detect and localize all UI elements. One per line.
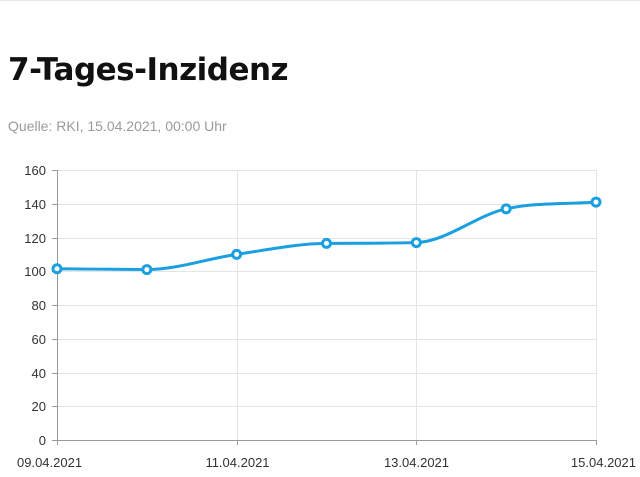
y-tick-label: 100 (24, 264, 46, 279)
y-tick-label: 120 (24, 231, 46, 246)
axes: 0 20 40 60 80 100 120 140 160 09.04.2021 11.04.202… (17, 163, 636, 470)
data-point[interactable] (590, 196, 602, 208)
x-tick-label: 13.04.2021 (384, 455, 449, 470)
chart-source-note: Quelle: RKI, 15.04.2021, 00:00 Uhr (8, 118, 227, 134)
chart-title: 7-Tages-Inzidenz (8, 52, 289, 88)
y-tick-label: 0 (39, 433, 46, 448)
grid (57, 170, 597, 440)
x-tick-label: 11.04.2021 (205, 455, 269, 470)
data-points (51, 196, 602, 276)
y-tick-label: 40 (32, 366, 46, 381)
data-point[interactable] (231, 248, 243, 260)
data-point[interactable] (141, 264, 153, 276)
series (55, 200, 598, 272)
y-tick-label: 20 (32, 399, 46, 414)
series-line (55, 200, 598, 272)
data-point[interactable] (51, 263, 63, 275)
x-tick-label: 15.04.2021 (571, 455, 636, 470)
y-tick-label: 80 (32, 298, 46, 313)
x-tick-label: 09.04.2021 (17, 455, 82, 470)
top-divider (0, 0, 640, 1)
y-tick-label: 140 (24, 197, 46, 212)
y-tick-label: 60 (32, 332, 46, 347)
y-tick-label: 160 (24, 163, 46, 178)
data-point[interactable] (500, 203, 512, 215)
data-point[interactable] (321, 237, 332, 249)
data-point[interactable] (410, 237, 422, 249)
